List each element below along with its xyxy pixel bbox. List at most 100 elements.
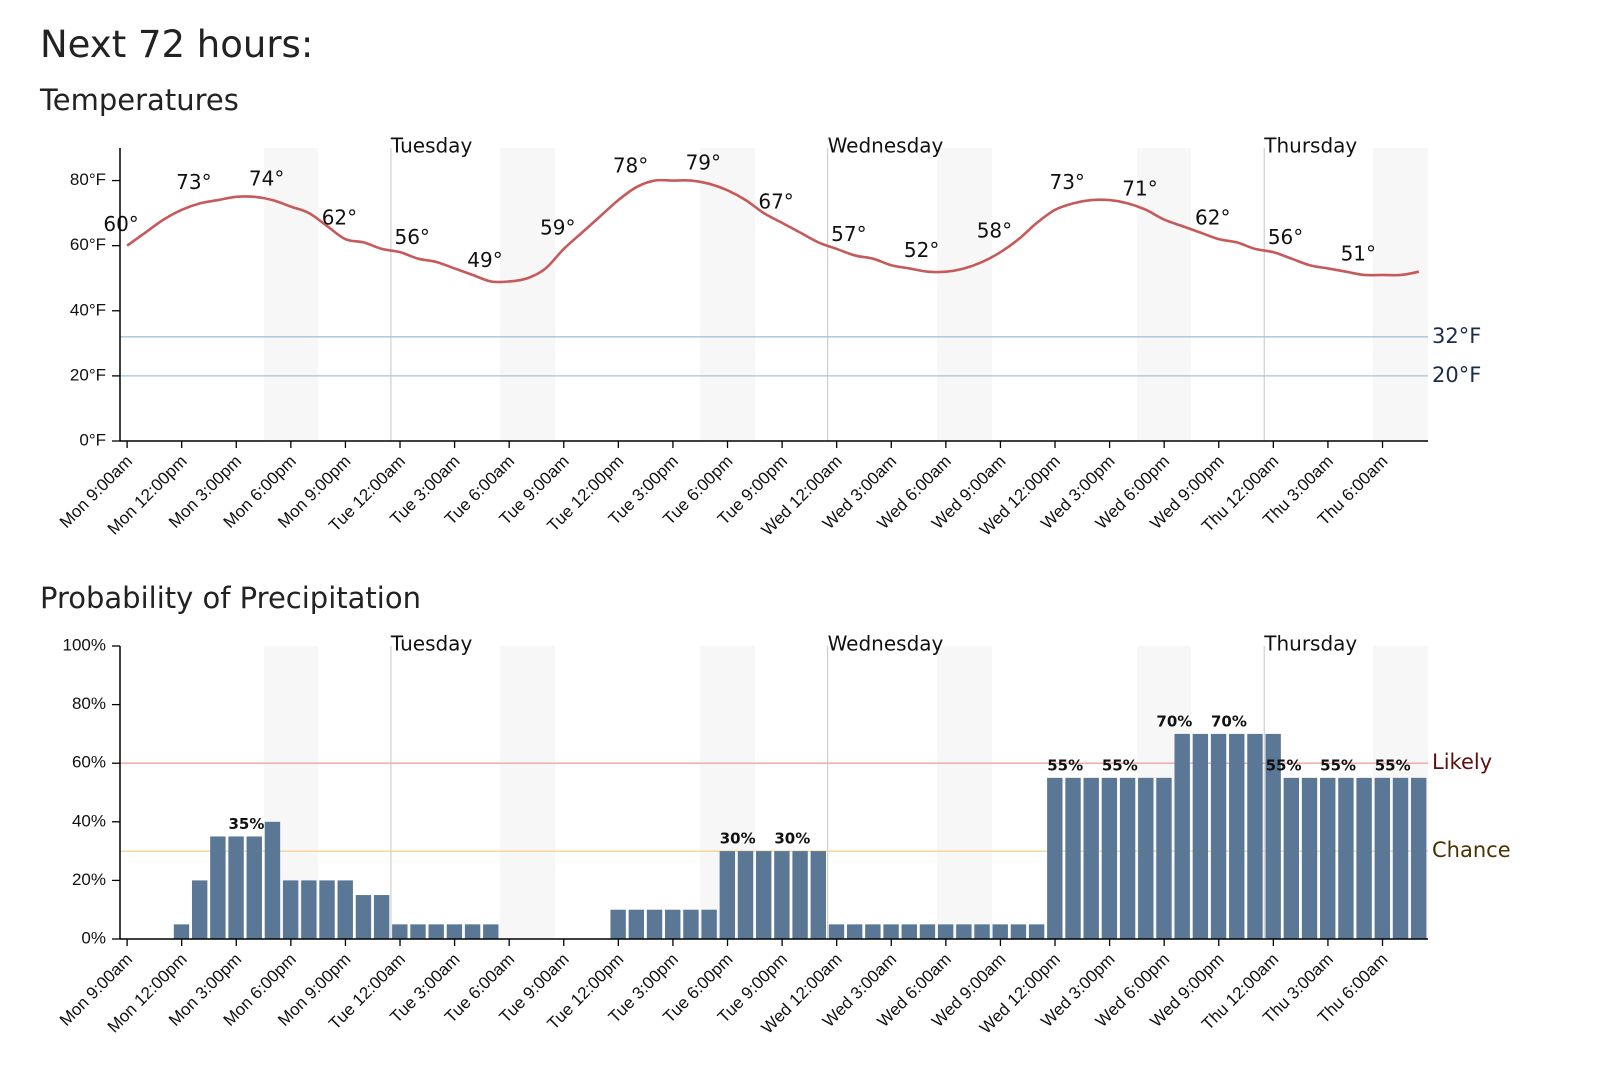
bar bbox=[1156, 777, 1172, 939]
day-label: Wednesday bbox=[828, 134, 944, 158]
value-label: 74° bbox=[249, 167, 284, 191]
bar bbox=[483, 924, 499, 939]
value-label: 30% bbox=[774, 830, 810, 848]
bar bbox=[464, 924, 481, 939]
reference-label: 20°F bbox=[1432, 363, 1481, 387]
bar bbox=[210, 836, 226, 939]
reference-label: Chance bbox=[1432, 838, 1511, 862]
y-tick-label: 20% bbox=[72, 870, 106, 889]
bar bbox=[719, 851, 736, 939]
y-tick-label: 20°F bbox=[70, 365, 106, 384]
bar bbox=[1101, 777, 1118, 939]
y-tick-label: 80°F bbox=[70, 170, 106, 189]
bar bbox=[1083, 777, 1099, 939]
night-shading bbox=[264, 148, 1428, 939]
bar bbox=[883, 924, 899, 939]
bar bbox=[410, 924, 426, 939]
bar bbox=[264, 821, 281, 939]
y-tick-label: 60°F bbox=[70, 235, 106, 254]
value-label: 56° bbox=[394, 225, 429, 249]
bar bbox=[373, 895, 390, 939]
bar bbox=[756, 851, 772, 939]
y-tick-label: 40% bbox=[72, 811, 106, 830]
day-label: Thursday bbox=[1263, 632, 1357, 656]
bar bbox=[846, 924, 863, 939]
bar bbox=[1283, 777, 1300, 939]
value-label: 55% bbox=[1102, 756, 1138, 774]
bar bbox=[1320, 777, 1336, 939]
bar bbox=[1411, 777, 1427, 939]
value-label: 59° bbox=[540, 215, 575, 239]
bar bbox=[1392, 777, 1409, 939]
bar bbox=[1192, 733, 1209, 939]
bar bbox=[191, 880, 208, 939]
value-label: 55% bbox=[1047, 756, 1083, 774]
bar bbox=[974, 924, 990, 939]
bar bbox=[1119, 777, 1136, 939]
bar bbox=[1229, 733, 1245, 939]
bar bbox=[446, 924, 463, 939]
bar bbox=[355, 895, 372, 939]
value-label: 60° bbox=[103, 212, 138, 236]
bar bbox=[1338, 777, 1354, 939]
value-label: 78° bbox=[613, 154, 648, 178]
page-heading: Next 72 hours: bbox=[40, 23, 313, 66]
y-tick-label: 40°F bbox=[70, 300, 106, 319]
value-label: 71° bbox=[1122, 176, 1157, 200]
y-tick-label: 80% bbox=[72, 694, 106, 713]
value-label: 70% bbox=[1156, 712, 1192, 730]
reference-label: 32°F bbox=[1432, 324, 1481, 348]
value-label: 51° bbox=[1341, 241, 1376, 265]
bar bbox=[683, 909, 699, 939]
value-label: 55% bbox=[1375, 756, 1411, 774]
bar bbox=[1265, 733, 1281, 939]
day-label: Tuesday bbox=[390, 632, 473, 656]
value-label: 52° bbox=[904, 238, 939, 262]
bar bbox=[1210, 733, 1227, 939]
bar bbox=[173, 924, 190, 939]
bar bbox=[392, 924, 408, 939]
y-tick-label: 60% bbox=[72, 753, 106, 772]
bar bbox=[956, 924, 972, 939]
y-tick-label: 0% bbox=[81, 928, 106, 947]
chart-title: Temperatures bbox=[39, 83, 239, 117]
value-label: 62° bbox=[1195, 206, 1230, 230]
value-label: 73° bbox=[1049, 170, 1084, 194]
bar bbox=[1010, 924, 1027, 939]
bar bbox=[319, 880, 335, 939]
bar bbox=[1138, 777, 1154, 939]
bar bbox=[1301, 777, 1318, 939]
value-label: 30% bbox=[720, 830, 756, 848]
bar bbox=[1356, 777, 1372, 939]
value-label: 55% bbox=[1320, 756, 1356, 774]
bar bbox=[919, 924, 936, 939]
bar bbox=[901, 924, 917, 939]
bar bbox=[992, 924, 1008, 939]
bar bbox=[301, 880, 317, 939]
bar bbox=[246, 836, 262, 939]
bar bbox=[701, 909, 717, 939]
bar bbox=[228, 836, 244, 939]
bar bbox=[646, 909, 663, 939]
value-label: 62° bbox=[322, 206, 357, 230]
bar bbox=[937, 924, 954, 939]
bar bbox=[865, 924, 881, 939]
bar bbox=[1028, 924, 1045, 939]
bar bbox=[828, 924, 845, 939]
temperature-line bbox=[126, 178, 1420, 284]
value-label: 49° bbox=[467, 248, 502, 272]
bar bbox=[1374, 777, 1391, 939]
day-label: Tuesday bbox=[390, 134, 473, 158]
bar bbox=[1247, 733, 1263, 939]
reference-label: Likely bbox=[1432, 750, 1492, 774]
y-tick-label: 0°F bbox=[79, 430, 106, 449]
y-tick-label: 100% bbox=[63, 635, 106, 654]
bar bbox=[628, 909, 645, 939]
bar bbox=[428, 924, 444, 939]
bar bbox=[737, 851, 754, 939]
bar bbox=[792, 851, 808, 939]
bar bbox=[774, 851, 790, 939]
bar bbox=[810, 851, 826, 939]
bar bbox=[665, 909, 681, 939]
